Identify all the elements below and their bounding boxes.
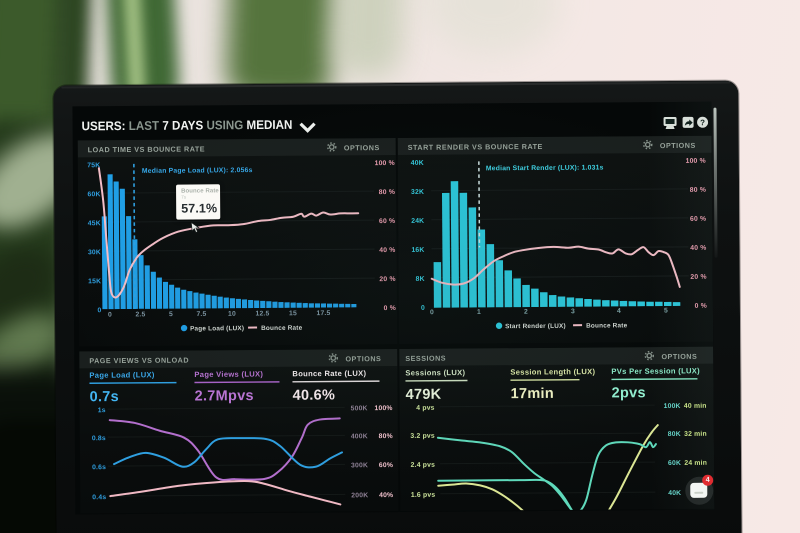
svg-text:32K: 32K [411,189,424,196]
svg-text:2pvs: 2pvs [612,385,646,401]
svg-text:16K: 16K [411,247,424,254]
svg-text:400K: 400K [351,433,368,440]
svg-text:Bounce Rate (LUX): Bounce Rate (LUX) [292,369,366,379]
svg-text:40 %: 40 % [690,245,706,252]
svg-text:100K: 100K [664,403,681,410]
svg-text:60K: 60K [668,460,681,467]
svg-text:100%: 100% [374,405,392,412]
svg-text:Page Load (LUX): Page Load (LUX) [190,325,244,332]
svg-text:32 min: 32 min [684,431,707,438]
svg-text:START RENDER VS BOUNCE RATE: START RENDER VS BOUNCE RATE [408,142,543,152]
svg-text:17min: 17min [511,386,555,402]
svg-text:3.2 pvs: 3.2 pvs [410,433,435,440]
svg-text:Bounce Rate: Bounce Rate [586,322,628,329]
svg-text:45K: 45K [88,220,101,227]
svg-text:40K: 40K [411,160,424,167]
svg-text:PVs Per Session (LUX): PVs Per Session (LUX) [611,366,700,376]
svg-text:5: 5 [664,308,668,315]
svg-text:PAGE VIEWS VS ONLOAD: PAGE VIEWS VS ONLOAD [89,356,189,366]
svg-text:0 %: 0 % [384,305,396,312]
svg-text:2.5: 2.5 [135,311,145,318]
svg-text:75K: 75K [87,162,100,169]
svg-text:20 %: 20 % [379,276,395,283]
svg-text:200K: 200K [351,492,368,499]
svg-text:100 %: 100 % [686,158,706,165]
svg-text:2.7Mpvs: 2.7Mpvs [195,388,254,404]
svg-text:24K: 24K [411,218,424,225]
svg-text:SESSIONS: SESSIONS [405,354,446,363]
svg-text:0: 0 [421,305,425,312]
svg-text:LOAD TIME VS BOUNCE RATE: LOAD TIME VS BOUNCE RATE [88,144,205,154]
svg-text:0: 0 [430,309,434,316]
svg-text:60 %: 60 % [379,218,395,225]
svg-text:1s: 1s [98,407,106,414]
svg-text:Bounce Rate: Bounce Rate [261,325,303,332]
svg-text:40 %: 40 % [379,247,395,254]
svg-text:500K: 500K [351,405,368,412]
svg-text:100 %: 100 % [375,160,395,167]
svg-text:2.4 pvs: 2.4 pvs [411,462,436,469]
svg-text:40.6%: 40.6% [293,387,336,403]
svg-text:80%: 80% [379,433,393,440]
svg-text:40K: 40K [668,490,681,497]
svg-text:17.5: 17.5 [316,310,330,317]
svg-text:3: 3 [571,308,575,315]
svg-text:10: 10 [228,311,236,318]
svg-text:15K: 15K [88,278,101,285]
svg-text:OPTIONS: OPTIONS [345,354,381,363]
svg-text:Sessions (LUX): Sessions (LUX) [405,368,465,377]
svg-text:OPTIONS: OPTIONS [661,352,697,361]
svg-text:1.6 pvs: 1.6 pvs [411,492,436,499]
svg-text:4: 4 [617,308,621,315]
svg-text:5: 5 [169,311,173,318]
svg-text:OPTIONS: OPTIONS [660,141,696,150]
svg-text:?: ? [700,118,705,127]
svg-text:8K: 8K [416,276,425,283]
svg-text:40%: 40% [379,492,393,499]
svg-text:300K: 300K [351,462,368,469]
svg-text:Page Views (LUX): Page Views (LUX) [194,369,263,379]
svg-text:479K: 479K [406,387,442,403]
svg-text:Session Length (LUX): Session Length (LUX) [510,367,595,377]
svg-text:40 min: 40 min [684,403,707,410]
svg-text:0.8s: 0.8s [92,435,106,442]
svg-text:0: 0 [108,312,112,319]
svg-text:Median Start Render (LUX): 1.0: Median Start Render (LUX): 1.031s [486,164,604,172]
svg-text:Page Load (LUX): Page Load (LUX) [89,370,154,379]
svg-text:OPTIONS: OPTIONS [344,143,380,152]
svg-text:1: 1 [477,309,481,316]
svg-text:30K: 30K [88,249,101,256]
svg-text:80 %: 80 % [379,189,395,196]
svg-text:Start Render (LUX): Start Render (LUX) [505,323,566,330]
svg-text:7.5: 7.5 [196,311,206,318]
svg-text:Median Page Load (LUX): 2.056s: Median Page Load (LUX): 2.056s [142,167,253,175]
svg-text:2: 2 [524,309,528,316]
svg-text:60K: 60K [87,191,100,198]
svg-text:80K: 80K [668,431,681,438]
svg-text:20 %: 20 % [690,274,706,281]
svg-text:0.6s: 0.6s [92,464,106,471]
svg-text:12.5: 12.5 [255,310,269,317]
svg-text:0.4s: 0.4s [92,494,106,501]
svg-text:80 %: 80 % [690,187,706,194]
svg-text:24 min: 24 min [684,460,707,467]
svg-text:60 %: 60 % [690,216,706,223]
svg-text:60%: 60% [379,462,393,469]
svg-text:4 pvs: 4 pvs [416,405,434,412]
svg-text:0: 0 [97,307,101,314]
svg-text:15: 15 [289,310,297,317]
svg-text:0.7s: 0.7s [90,389,120,405]
svg-text:0 %: 0 % [695,303,707,310]
